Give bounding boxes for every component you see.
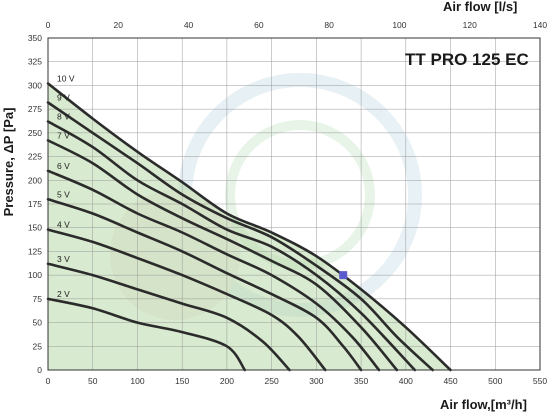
x2-tick-label: 60: [254, 20, 264, 30]
series-label: 8 V: [57, 111, 70, 121]
series-label: 7 V: [57, 130, 70, 140]
series-label: 10 V: [57, 74, 75, 84]
y-tick-label: 250: [28, 128, 42, 138]
x-axis-title: Air flow,[m³/h]: [440, 397, 527, 412]
y-tick-label: 50: [33, 318, 43, 328]
x-tick-label: 550: [533, 376, 547, 386]
x2-tick-label: 100: [392, 20, 406, 30]
series-line: [46, 262, 291, 372]
series-label: 6 V: [57, 161, 70, 171]
x-tick-label: 450: [443, 376, 457, 386]
series-line: [46, 139, 399, 372]
plot-frame: [47, 37, 541, 371]
x-tick-labels: 0 50 100 150 200 250 300 350 400 450 500 550: [46, 376, 548, 386]
series-label: 4 V: [57, 220, 70, 230]
y-tick-labels: 0 25 50 75 100 125 150 175 200 225 250 275 300 325 350: [28, 33, 42, 375]
x2-tick-label: 120: [463, 20, 477, 30]
series-label: 9 V: [57, 93, 70, 103]
chart-title: TT PRO 125 EC: [405, 50, 529, 69]
x-tick-label: 150: [175, 376, 189, 386]
series-line: [46, 198, 363, 372]
x2-tick-label: 80: [324, 20, 334, 30]
curves: [46, 82, 452, 372]
x-tick-label: 350: [354, 376, 368, 386]
y-tick-label: 275: [28, 104, 42, 114]
x2-tick-labels: 0 20 40 60 80 100 120 140: [46, 20, 548, 30]
series-line: [46, 169, 381, 372]
x-tick-label: 500: [488, 376, 502, 386]
x2-tick-label: 20: [114, 20, 124, 30]
y-axis-title: Pressure, ΔP [Pa]: [1, 108, 16, 217]
y-tick-label: 300: [28, 80, 42, 90]
x2-tick-label: 0: [46, 20, 51, 30]
x-tick-label: 100: [130, 376, 144, 386]
series-label: 2 V: [57, 289, 70, 299]
y-tick-label: 25: [33, 341, 43, 351]
axes: [47, 37, 541, 371]
x2-tick-label: 140: [533, 20, 547, 30]
x-tick-label: 0: [46, 376, 51, 386]
x-tick-label: 400: [399, 376, 413, 386]
series-label: 5 V: [57, 189, 70, 199]
y-tick-label: 225: [28, 152, 42, 162]
x-tick-label: 300: [309, 376, 323, 386]
series-label: 3 V: [57, 254, 70, 264]
y-tick-label: 100: [28, 270, 42, 280]
y-tick-label: 175: [28, 199, 42, 209]
curve-labels: 10 V 9 V 8 V 7 V 6 V 5 V 4 V 3 V 2 V: [57, 74, 75, 299]
series-line: [46, 82, 452, 372]
x-tick-label: 250: [265, 376, 279, 386]
y-tick-label: 75: [33, 294, 43, 304]
y-tick-label: 125: [28, 246, 42, 256]
x-tick-label: 200: [220, 376, 234, 386]
y-tick-label: 325: [28, 57, 42, 67]
x2-tick-label: 40: [184, 20, 194, 30]
operating-point-marker: [339, 271, 348, 280]
y-tick-label: 200: [28, 175, 42, 185]
series-line: [46, 101, 434, 372]
series-line: [46, 297, 247, 372]
series-line: [46, 228, 327, 372]
y-tick-label: 0: [37, 365, 42, 375]
y-tick-label: 150: [28, 223, 42, 233]
y-tick-label: 350: [28, 33, 42, 43]
series-line: [46, 120, 417, 372]
x2-axis-title: Air flow [l/s]: [443, 0, 517, 14]
x-tick-label: 50: [88, 376, 98, 386]
